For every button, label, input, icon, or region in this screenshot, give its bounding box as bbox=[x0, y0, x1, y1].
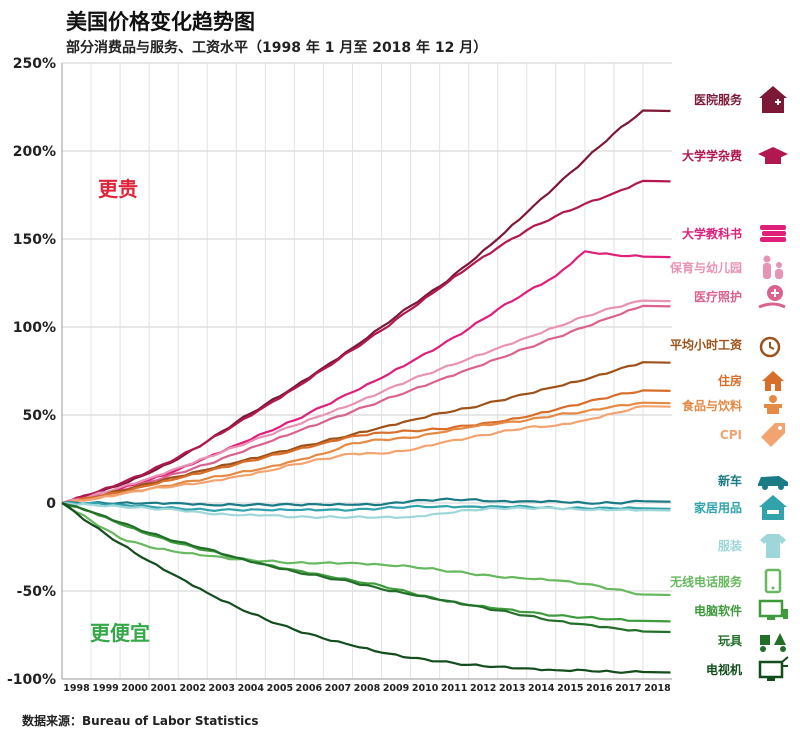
x-tick-label: 2017 bbox=[615, 683, 641, 694]
series-line-9 bbox=[61, 497, 671, 507]
x-tick-label: 2005 bbox=[267, 683, 293, 694]
y-tick-label: 100% bbox=[13, 320, 56, 336]
series-label-3: 保育与幼儿园 bbox=[669, 260, 742, 275]
x-tick-label: 2016 bbox=[586, 683, 613, 694]
clothing-icon bbox=[760, 534, 786, 558]
series-label-7: 食品与饮料 bbox=[681, 398, 742, 413]
series-line-8 bbox=[61, 405, 671, 505]
series-label-1: 大学学杂费 bbox=[682, 148, 742, 163]
series-line-3 bbox=[61, 299, 671, 505]
x-tick-label: 1998 bbox=[63, 683, 90, 694]
food-icon bbox=[764, 395, 782, 414]
series-line-2 bbox=[61, 250, 671, 505]
series-line-6 bbox=[61, 389, 671, 505]
car-icon bbox=[758, 476, 788, 490]
x-tick-label: 2009 bbox=[383, 683, 409, 694]
series-line-15 bbox=[61, 502, 671, 674]
x-tick-label: 2012 bbox=[470, 683, 496, 694]
x-tick-label: 2007 bbox=[325, 683, 351, 694]
x-tick-label: 2018 bbox=[644, 683, 671, 694]
annotation-more-expensive: 更贵 bbox=[98, 177, 138, 201]
y-tick-label: 50% bbox=[22, 408, 56, 424]
series-label-9: 新车 bbox=[718, 473, 742, 488]
clock-dollar-icon bbox=[759, 336, 781, 358]
y-tick-label: 200% bbox=[13, 144, 56, 160]
smartphone-icon bbox=[764, 568, 782, 594]
x-tick-label: 2010 bbox=[412, 683, 439, 694]
tv-icon bbox=[758, 656, 789, 681]
series-line-4 bbox=[61, 304, 671, 505]
graduation-cap-icon bbox=[758, 147, 788, 164]
series-line-11 bbox=[61, 501, 671, 520]
price-tag-icon bbox=[761, 423, 785, 447]
medical-care-icon bbox=[758, 285, 786, 309]
x-tick-label: 2008 bbox=[354, 683, 381, 694]
series-line-0 bbox=[61, 109, 671, 505]
annotation-cheaper: 更便宜 bbox=[90, 621, 150, 645]
books-icon bbox=[760, 225, 786, 242]
x-tick-label: 2002 bbox=[179, 683, 205, 694]
family-icon bbox=[763, 255, 783, 279]
y-tick-label: -100% bbox=[7, 672, 56, 688]
x-tick-label: 2013 bbox=[499, 683, 525, 694]
series-line-12 bbox=[61, 502, 671, 597]
computer-icon bbox=[758, 599, 788, 620]
hospital-icon bbox=[759, 86, 787, 113]
series-label-10: 家居用品 bbox=[694, 500, 742, 515]
series-label-8: CPI bbox=[720, 428, 742, 442]
series-line-1 bbox=[61, 179, 671, 505]
series-label-6: 住房 bbox=[718, 373, 742, 388]
toys-icon bbox=[760, 633, 786, 652]
page-title: 美国价格变化趋势图 bbox=[66, 10, 255, 34]
series-label-5: 平均小时工资 bbox=[670, 337, 742, 352]
x-tick-label: 1999 bbox=[92, 683, 118, 694]
series-line-14 bbox=[61, 501, 671, 634]
series-label-12: 无线电话服务 bbox=[669, 574, 743, 589]
x-tick-label: 2014 bbox=[528, 683, 555, 694]
series-label-0: 医院服务 bbox=[694, 92, 743, 107]
x-tick-label: 2000 bbox=[121, 683, 148, 694]
series-line-5 bbox=[61, 361, 671, 505]
house-icon bbox=[762, 371, 784, 391]
y-tick-label: -50% bbox=[17, 584, 56, 600]
y-tick-label: 0 bbox=[46, 496, 56, 512]
x-tick-label: 2004 bbox=[238, 683, 265, 694]
x-tick-label: 2015 bbox=[557, 683, 583, 694]
y-tick-label: 150% bbox=[13, 232, 56, 248]
x-tick-label: 2011 bbox=[441, 683, 467, 694]
x-tick-label: 2006 bbox=[296, 683, 323, 694]
y-tick-label: 250% bbox=[13, 56, 56, 72]
series-label-4: 医疗照护 bbox=[694, 289, 742, 304]
series-line-13 bbox=[61, 501, 671, 623]
page-subtitle: 部分消费品与服务、工资水平（1998 年 1 月至 2018 年 12 月） bbox=[66, 40, 488, 56]
x-tick-label: 2003 bbox=[209, 683, 235, 694]
x-tick-label: 2001 bbox=[150, 683, 176, 694]
data-source: 数据来源：Bureau of Labor Statistics bbox=[22, 714, 259, 728]
series-label-15: 电视机 bbox=[706, 662, 742, 677]
series-label-11: 服装 bbox=[718, 538, 742, 553]
series-label-13: 电脑软件 bbox=[694, 603, 742, 618]
series-label-14: 玩具 bbox=[718, 634, 742, 648]
home-furnishing-icon bbox=[759, 495, 787, 520]
series-label-2: 大学教科书 bbox=[682, 226, 742, 241]
